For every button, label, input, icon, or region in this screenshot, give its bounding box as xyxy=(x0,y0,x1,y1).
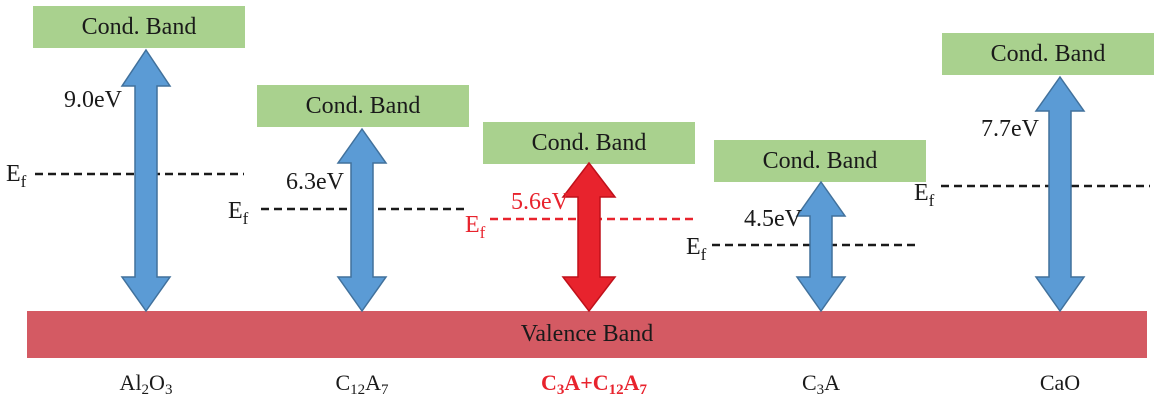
band-gap-arrow-cao xyxy=(1034,75,1086,313)
fermi-symbol: E xyxy=(6,161,21,187)
fermi-subscript: f xyxy=(242,209,249,228)
fermi-label-c12a7: Ef xyxy=(228,199,248,227)
conduction-band-c12a7: Cond. Band xyxy=(257,85,469,127)
formula-part: A+C xyxy=(564,370,609,395)
material-label-c12a7: C12A7 xyxy=(335,372,388,398)
formula-subscript: 7 xyxy=(639,382,648,398)
band-gap-label-cao: 7.7eV xyxy=(981,116,1039,142)
formula-part: A xyxy=(365,370,382,395)
formula-subscript: 3 xyxy=(816,382,825,398)
conduction-band-al2o3: Cond. Band xyxy=(33,6,245,48)
fermi-label-cao: Ef xyxy=(914,181,934,209)
conduction-band-c3a-c12a7: Cond. Band xyxy=(483,122,695,164)
fermi-subscript: f xyxy=(928,191,935,210)
fermi-label-c3a-c12a7: Ef xyxy=(465,213,485,241)
fermi-label-al2o3: Ef xyxy=(6,162,26,190)
fermi-symbol: E xyxy=(686,234,701,260)
band-gap-arrow-c12a7 xyxy=(336,127,388,313)
fermi-label-c3a: Ef xyxy=(686,235,706,263)
fermi-subscript: f xyxy=(700,245,707,264)
band-gap-label-al2o3: 9.0eV xyxy=(64,87,122,113)
formula-subscript: 12 xyxy=(350,382,366,398)
formula-part: O xyxy=(149,370,165,395)
conduction-band-cao: Cond. Band xyxy=(942,33,1154,75)
formula-subscript: 3 xyxy=(556,382,565,398)
fermi-symbol: E xyxy=(228,198,243,224)
formula-part: C xyxy=(335,370,351,395)
material-label-c3a: C3A xyxy=(802,372,840,398)
formula-part: C xyxy=(540,370,557,395)
band-gap-arrow-c3a-c12a7 xyxy=(561,161,617,313)
fermi-subscript: f xyxy=(479,223,486,242)
formula-subscript: 3 xyxy=(164,382,173,398)
formula-subscript: 12 xyxy=(608,382,624,398)
band-gap-arrow-c3a xyxy=(795,180,847,313)
formula-part: C xyxy=(801,370,817,395)
band-gap-label-c3a-c12a7: 5.6eV xyxy=(511,189,569,215)
material-label-al2o3: Al2O3 xyxy=(120,372,173,398)
fermi-subscript: f xyxy=(20,172,27,191)
formula-part: CaO xyxy=(1039,370,1081,395)
material-label-cao: CaO xyxy=(1040,372,1080,394)
conduction-band-c3a: Cond. Band xyxy=(714,140,926,182)
band-gap-arrow-al2o3 xyxy=(120,48,172,313)
fermi-symbol: E xyxy=(914,180,929,206)
formula-part: Al xyxy=(119,370,142,395)
band-gap-label-c12a7: 6.3eV xyxy=(286,169,344,195)
formula-subscript: 2 xyxy=(141,382,150,398)
formula-subscript: 7 xyxy=(381,382,389,398)
fermi-symbol: E xyxy=(465,212,480,238)
valence-band: Valence Band xyxy=(27,311,1147,358)
formula-part: A xyxy=(623,370,640,395)
material-label-c3a-c12a7: C3A+C12A7 xyxy=(541,372,647,398)
formula-part: A xyxy=(824,370,841,395)
band-gap-label-c3a: 4.5eV xyxy=(744,206,802,232)
